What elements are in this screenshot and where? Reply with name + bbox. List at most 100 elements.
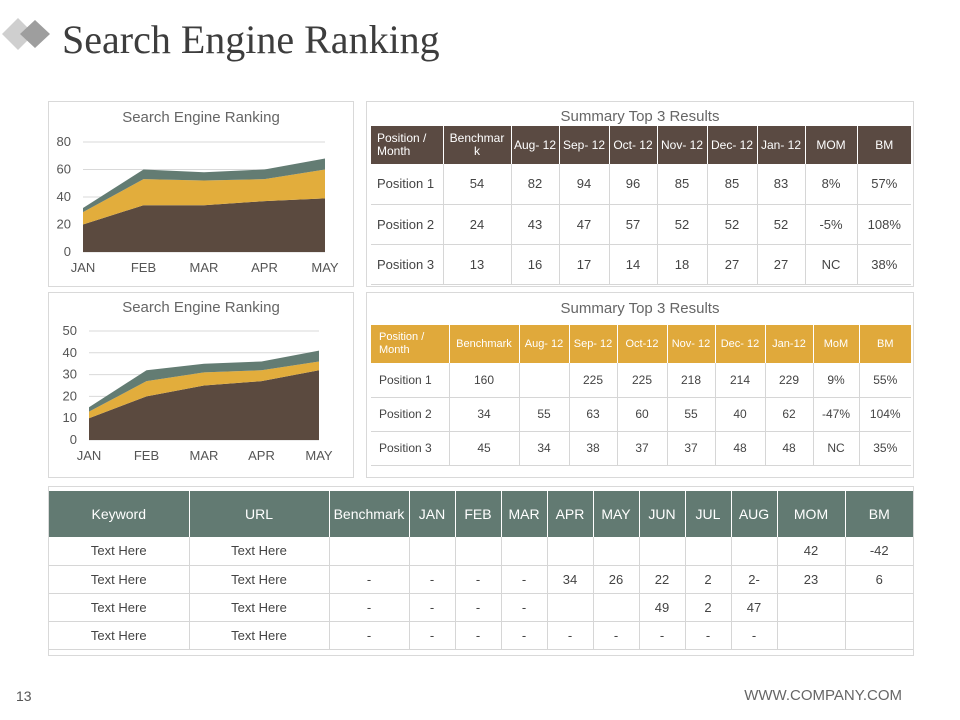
header-cell: Sep- 12 — [569, 325, 618, 363]
table-cell: 14 — [609, 244, 658, 285]
table-row: Position 2 34 55 63 60 55 40 62 -47% 104… — [371, 397, 911, 432]
table-cell: 16 — [511, 244, 560, 285]
table-cell — [547, 593, 594, 622]
summary-table-2: Position / Month Benchmark Aug- 12 Sep- … — [371, 325, 911, 466]
header-cell: Nov- 12 — [667, 325, 716, 363]
header-cell: Position / Month — [371, 325, 450, 363]
table-cell: 2- — [731, 565, 778, 594]
table-cell: -47% — [813, 397, 860, 432]
table-row: Text Here Text Here - - - - 34 26 22 2 2… — [49, 565, 913, 594]
table-cell — [455, 537, 502, 566]
table-cell — [547, 537, 594, 566]
table-cell: - — [409, 621, 456, 650]
page-title: Search Engine Ranking — [62, 17, 440, 62]
header-cell: URL — [189, 491, 330, 537]
table-cell: 52 — [707, 204, 758, 245]
area-series-1 — [89, 370, 319, 440]
table-cell: 8% — [805, 164, 858, 205]
summary-table-1: Position / Month Benchmar k Aug- 12 Sep-… — [371, 126, 911, 285]
table-cell: 27 — [707, 244, 758, 285]
table-cell: - — [329, 621, 410, 650]
x-tick-label: JAN — [77, 448, 102, 463]
table-row: Position 3 45 34 38 37 37 48 48 NC 35% — [371, 431, 911, 466]
table-cell: - — [409, 593, 456, 622]
table-cell: 2 — [685, 565, 732, 594]
y-tick-label: 0 — [70, 432, 77, 447]
logo-diamonds-icon — [2, 18, 50, 50]
table-cell: 57 — [609, 204, 658, 245]
table-cell: NC — [813, 431, 860, 466]
table-row: Position 1 160 225 225 218 214 229 9% 55… — [371, 363, 911, 398]
table-cell: 48 — [765, 431, 814, 466]
table-cell — [593, 593, 640, 622]
x-tick-label: APR — [251, 260, 278, 275]
table-cell: 104% — [859, 397, 911, 432]
table-cell: 47 — [731, 593, 778, 622]
table-cell: 6 — [845, 565, 913, 594]
chart-2-title: Search Engine Ranking — [122, 299, 280, 316]
table-cell: 26 — [593, 565, 640, 594]
table-cell — [685, 537, 732, 566]
table-cell: 23 — [777, 565, 846, 594]
y-tick-label: 30 — [63, 367, 77, 382]
table-cell: 83 — [757, 164, 806, 205]
table-cell — [731, 537, 778, 566]
table-cell: 82 — [511, 164, 560, 205]
header-cell: Jan- 12 — [757, 126, 806, 164]
table-cell: - — [731, 621, 778, 650]
table-cell: - — [547, 621, 594, 650]
row-label: Position 2 — [371, 397, 450, 432]
table-cell — [639, 537, 686, 566]
page-number: 13 — [16, 688, 32, 704]
table-cell: Text Here — [49, 565, 190, 594]
row-label: Position 3 — [371, 244, 444, 285]
row-label: Position 3 — [371, 431, 450, 466]
header-cell: APR — [547, 491, 594, 537]
table-cell: 218 — [667, 363, 716, 398]
table-cell: Text Here — [189, 565, 330, 594]
table-cell: 96 — [609, 164, 658, 205]
header-cell: MoM — [813, 325, 860, 363]
table-cell: 85 — [657, 164, 708, 205]
table-row: Text Here Text Here - - - - 49 2 47 — [49, 593, 913, 622]
table-cell: 49 — [639, 593, 686, 622]
table-cell: 34 — [547, 565, 594, 594]
keyword-panel: Keyword URL Benchmark JAN FEB MAR APR MA… — [48, 486, 914, 656]
area-series-2 — [83, 169, 325, 225]
table-row: Text Here Text Here 42 -42 — [49, 537, 913, 566]
table-cell: 63 — [569, 397, 618, 432]
table-cell: 34 — [519, 431, 570, 466]
header-cell: MOM — [805, 126, 858, 164]
chart-panel-1: Search Engine Ranking 0 20 40 60 80 JAN FEB MAR… — [48, 101, 354, 287]
header-cell: Oct-12 — [617, 325, 668, 363]
table-cell: 37 — [667, 431, 716, 466]
header-cell: JUL — [685, 491, 732, 537]
table-cell: 42 — [777, 537, 846, 566]
table-cell: - — [455, 565, 502, 594]
header-cell: Dec- 12 — [715, 325, 766, 363]
x-tick-label: MAR — [190, 448, 219, 463]
table-cell — [501, 537, 548, 566]
header-cell: JAN — [409, 491, 456, 537]
header-cell: Keyword — [49, 491, 190, 537]
table-cell: 54 — [443, 164, 512, 205]
y-tick-label: 20 — [57, 217, 71, 232]
table-cell — [519, 363, 570, 398]
header-cell: Benchmark — [329, 491, 410, 537]
table-cell: Text Here — [49, 593, 190, 622]
table-cell: 38% — [857, 244, 911, 285]
area-chart-2: 0 10 20 30 40 50 JAN FEB MAR APR MAY — [63, 323, 333, 463]
y-tick-label: 20 — [63, 388, 77, 403]
y-tick-label: 40 — [63, 345, 77, 360]
table-cell: NC — [805, 244, 858, 285]
table-cell: - — [685, 621, 732, 650]
table-cell: Text Here — [49, 537, 190, 566]
table-cell: 160 — [449, 363, 520, 398]
x-tick-label: FEB — [134, 448, 159, 463]
table-cell: 27 — [757, 244, 806, 285]
table-cell — [845, 593, 913, 622]
table-cell: 9% — [813, 363, 860, 398]
row-label: Position 1 — [371, 363, 450, 398]
header-cell: Dec- 12 — [707, 126, 758, 164]
table-cell: - — [329, 593, 410, 622]
